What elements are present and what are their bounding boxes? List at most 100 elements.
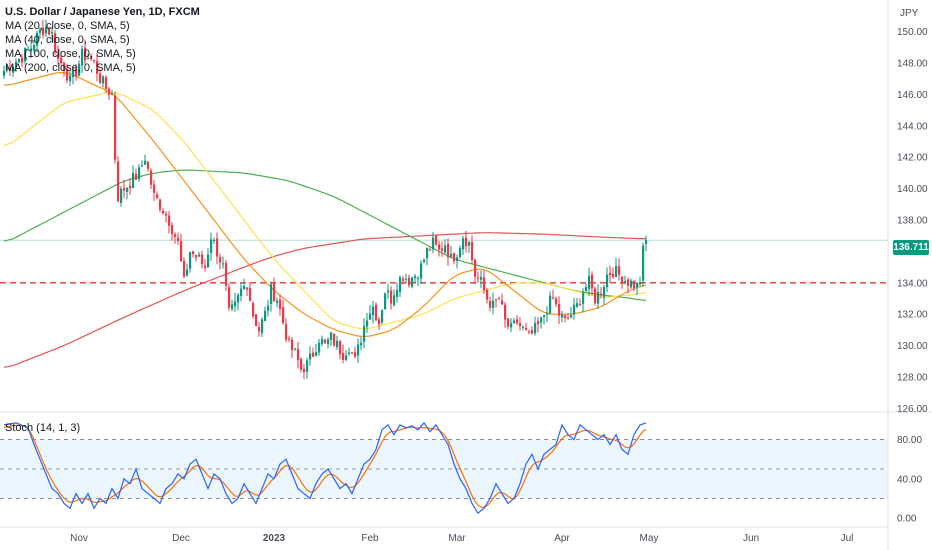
candle-body bbox=[600, 293, 603, 296]
candle-body bbox=[462, 238, 465, 250]
price-tick-label: 150.00 bbox=[897, 27, 928, 38]
candle-body bbox=[270, 284, 273, 304]
last-price-tag: 136.711 bbox=[893, 240, 929, 255]
candle-body bbox=[456, 257, 459, 261]
candle-body bbox=[396, 289, 399, 297]
candle-body bbox=[504, 304, 507, 320]
candle-body bbox=[72, 69, 75, 78]
candle-body bbox=[417, 277, 420, 279]
candle-body bbox=[84, 47, 87, 61]
candle-body bbox=[30, 48, 33, 51]
stoch-pane[interactable] bbox=[0, 421, 888, 515]
candle-body bbox=[573, 304, 576, 315]
candle-body bbox=[438, 244, 441, 250]
price-tick-label: 142.00 bbox=[897, 153, 928, 164]
candle-body bbox=[402, 278, 405, 281]
candle-body bbox=[363, 326, 366, 342]
candle-body bbox=[42, 27, 45, 36]
candle-body bbox=[549, 295, 552, 313]
time-tick-label: 2023 bbox=[263, 533, 286, 544]
ma200-line bbox=[3, 232, 647, 368]
candle-body bbox=[552, 297, 555, 299]
candle-body bbox=[528, 331, 531, 333]
candle-body bbox=[543, 315, 546, 317]
candle-body bbox=[165, 213, 168, 216]
legend-ma100: MA (100, close, 0, SMA, 5) bbox=[5, 48, 136, 60]
candle-body bbox=[39, 29, 42, 33]
candle-body bbox=[288, 338, 291, 340]
candle-body bbox=[393, 295, 396, 306]
candle-body bbox=[75, 68, 78, 77]
candle-body bbox=[216, 238, 219, 257]
candle-body bbox=[156, 194, 159, 199]
candle-body bbox=[315, 352, 318, 356]
candle-body bbox=[615, 266, 618, 277]
candle-body bbox=[534, 322, 537, 334]
candle-body bbox=[117, 161, 120, 202]
price-tick-label: 130.00 bbox=[897, 341, 928, 352]
stoch-tick-label: 80.00 bbox=[897, 435, 922, 446]
candle-body bbox=[255, 314, 258, 327]
candle-body bbox=[135, 173, 138, 180]
candle-body bbox=[375, 304, 378, 321]
time-tick-label: Jul bbox=[841, 533, 854, 544]
candle-body bbox=[618, 266, 621, 275]
candle-body bbox=[486, 289, 489, 300]
candle-body bbox=[336, 340, 339, 348]
candle-body bbox=[258, 327, 261, 332]
candle-body bbox=[123, 187, 126, 191]
time-tick-label: Apr bbox=[554, 533, 570, 544]
candle-body bbox=[48, 28, 51, 35]
candle-body bbox=[378, 319, 381, 325]
candle-body bbox=[45, 26, 48, 34]
candle-body bbox=[279, 299, 282, 310]
time-tick-label: May bbox=[640, 533, 659, 544]
candle-body bbox=[612, 274, 615, 278]
candle-body bbox=[147, 161, 150, 169]
candle-body bbox=[282, 307, 285, 323]
candle-body bbox=[90, 56, 93, 60]
candle-body bbox=[27, 49, 30, 51]
candle-body bbox=[369, 313, 372, 320]
candle-body bbox=[399, 277, 402, 292]
candle-body bbox=[120, 188, 123, 203]
ma20-line bbox=[3, 71, 647, 338]
candle-body bbox=[546, 312, 549, 315]
candle-body bbox=[372, 306, 375, 315]
candle-body bbox=[621, 276, 624, 284]
candle-body bbox=[12, 66, 15, 73]
candle-body bbox=[345, 355, 348, 361]
candle-body bbox=[243, 285, 246, 290]
candle-body bbox=[312, 352, 315, 357]
candle-body bbox=[507, 318, 510, 327]
candle-body bbox=[132, 173, 135, 188]
candle-body bbox=[222, 263, 225, 265]
candle-body bbox=[87, 57, 90, 59]
candle-body bbox=[213, 240, 216, 242]
candle-body bbox=[192, 251, 195, 255]
candle-body bbox=[591, 274, 594, 289]
candle-body bbox=[405, 278, 408, 280]
candle-body bbox=[189, 252, 192, 269]
candle-body bbox=[606, 274, 609, 288]
candle-body bbox=[3, 70, 6, 76]
stoch-tick-label: 0.00 bbox=[897, 514, 917, 525]
candle-body bbox=[162, 210, 165, 214]
candle-body bbox=[645, 240, 648, 245]
candle-body bbox=[57, 53, 60, 59]
candle-body bbox=[459, 247, 462, 258]
candle-body bbox=[144, 160, 147, 165]
candle-body bbox=[519, 323, 522, 327]
candle-body bbox=[351, 352, 354, 354]
candle-body bbox=[9, 67, 12, 72]
candle-body bbox=[207, 254, 210, 268]
price-pane[interactable] bbox=[0, 19, 888, 380]
ma100-line bbox=[3, 169, 647, 302]
candle-body bbox=[285, 324, 288, 340]
time-tick-label: Nov bbox=[70, 533, 88, 544]
candle-body bbox=[36, 32, 39, 46]
candle-body bbox=[276, 300, 279, 304]
candle-body bbox=[636, 282, 639, 288]
